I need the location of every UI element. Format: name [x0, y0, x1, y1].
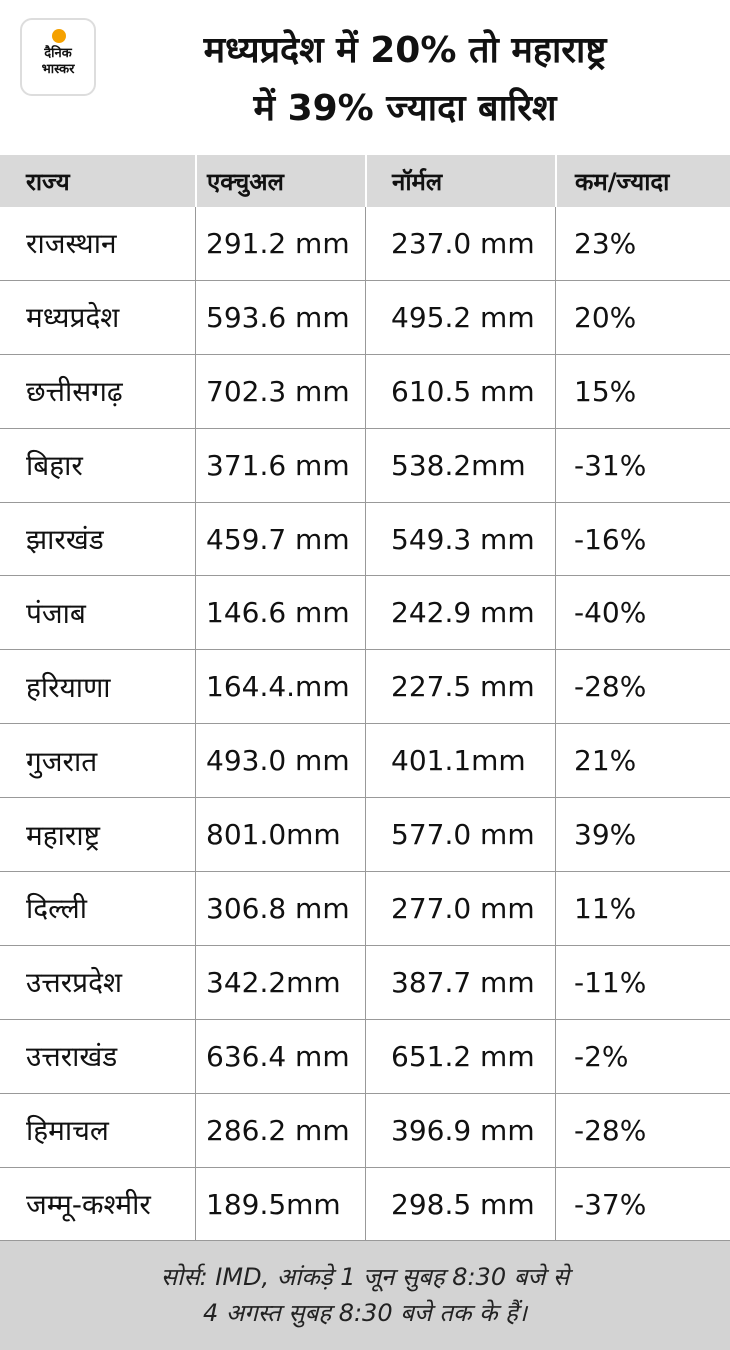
table-row: महाराष्ट्र 801.0mm 577.0 mm 39% [0, 798, 730, 873]
table: राज्य एक्चुअल नॉर्मल कम/ज्यादा राजस्थान 291.2… [0, 155, 730, 1242]
state-cell: उत्तरप्रदेश [26, 966, 122, 1000]
value-cell: 702.3 mm [195, 354, 365, 428]
value-cell: 298.5 mm [365, 1167, 555, 1241]
value-cell: -2% [555, 1019, 730, 1093]
header-cell: कम/ज्यादा [555, 155, 730, 207]
table-row: हरियाणा 164.4.mm 227.5 mm -28% [0, 650, 730, 725]
state-cell: महाराष्ट्र [26, 818, 100, 852]
value-cell: 577.0 mm [365, 798, 555, 872]
header-cell: एक्चुअल [195, 155, 365, 207]
value-cell: 538.2mm [365, 428, 555, 502]
value-cell: 242.9 mm [365, 576, 555, 650]
value-cell: 237.0 mm [365, 207, 555, 280]
state-cell: राजस्थान [26, 227, 117, 261]
value-cell: 306.8 mm [195, 872, 365, 945]
logo-dot [52, 29, 66, 43]
value-cell: 11% [555, 872, 730, 945]
table-row: पंजाब 146.6 mm 242.9 mm -40% [0, 576, 730, 651]
value-cell: -11% [555, 945, 730, 1019]
state-cell: पंजाब [26, 596, 86, 630]
value-cell: 23% [555, 207, 730, 280]
logo: दैनिक भास्कर [20, 18, 96, 96]
state-cell: बिहार [26, 449, 83, 483]
value-cell: -16% [555, 502, 730, 576]
value-cell: 189.5mm [195, 1167, 365, 1241]
value-cell: 15% [555, 354, 730, 428]
table-row: उत्तरप्रदेश 342.2mm 387.7 mm -11% [0, 945, 730, 1020]
header-cell: राज्य [26, 167, 70, 196]
value-cell: -28% [555, 1093, 730, 1167]
state-cell: उत्तराखंड [26, 1040, 118, 1074]
value-cell: 39% [555, 798, 730, 872]
logo-text: दैनिक [44, 46, 72, 61]
value-cell: 164.4.mm [195, 650, 365, 724]
state-cell: झारखंड [26, 523, 104, 556]
table-row: राजस्थान 291.2 mm 237.0 mm 23% [0, 207, 730, 281]
value-cell: 21% [555, 724, 730, 798]
state-cell: दिल्ली [26, 892, 87, 926]
source-line: सोर्स: IMD, आंकड़े 1 जून सुबह 8:30 बजे स… [160, 1263, 570, 1291]
value-cell: -31% [555, 428, 730, 502]
value-cell: 549.3 mm [365, 502, 555, 576]
state-cell: मध्यप्रदेश [26, 301, 120, 335]
header-row: राज्य एक्चुअल नॉर्मल कम/ज्यादा [0, 155, 730, 207]
value-cell: 593.6 mm [195, 280, 365, 354]
value-cell: 291.2 mm [195, 207, 365, 280]
value-cell: -37% [555, 1167, 730, 1241]
table-row: मध्यप्रदेश 593.6 mm 495.2 mm 20% [0, 280, 730, 355]
value-cell: 227.5 mm [365, 650, 555, 724]
logo-text: भास्कर [41, 62, 75, 77]
table-row: हिमाचल 286.2 mm 396.9 mm -28% [0, 1093, 730, 1168]
value-cell: 286.2 mm [195, 1093, 365, 1167]
header-cell: नॉर्मल [365, 155, 555, 207]
value-cell: 146.6 mm [195, 576, 365, 650]
table-row: झारखंड 459.7 mm 549.3 mm -16% [0, 502, 730, 577]
value-cell: 495.2 mm [365, 280, 555, 354]
table-row: गुजरात 493.0 mm 401.1mm 21% [0, 724, 730, 799]
value-cell: 387.7 mm [365, 945, 555, 1019]
table-row: जम्मू-कश्मीर 189.5mm 298.5 mm -37% [0, 1167, 730, 1242]
value-cell: 342.2mm [195, 945, 365, 1019]
value-cell: 396.9 mm [365, 1093, 555, 1167]
source-line: 4 अगस्त सुबह 8:30 बजे तक के हैं। [203, 1299, 527, 1327]
value-cell: 651.2 mm [365, 1019, 555, 1093]
state-cell: जम्मू-कश्मीर [26, 1188, 151, 1222]
source-note: सोर्स: IMD, आंकड़े 1 जून सुबह 8:30 बजे स… [0, 1241, 730, 1350]
table-row: छत्तीसगढ़ 702.3 mm 610.5 mm 15% [0, 354, 730, 429]
value-cell: 277.0 mm [365, 872, 555, 945]
value-cell: 20% [555, 280, 730, 354]
value-cell: 636.4 mm [195, 1019, 365, 1093]
value-cell: 610.5 mm [365, 354, 555, 428]
table-row: दिल्ली 306.8 mm 277.0 mm 11% [0, 872, 730, 946]
state-cell: गुजरात [26, 744, 98, 778]
state-cell: हिमाचल [26, 1114, 109, 1148]
table-row: उत्तराखंड 636.4 mm 651.2 mm -2% [0, 1019, 730, 1094]
state-cell: छत्तीसगढ़ [26, 375, 123, 409]
value-cell: -40% [555, 576, 730, 650]
value-cell: 801.0mm [195, 798, 365, 872]
value-cell: -28% [555, 650, 730, 724]
value-cell: 493.0 mm [195, 724, 365, 798]
title-line: में 39% ज्यादा बारिश [253, 88, 557, 129]
title: मध्यप्रदेश में 20% तो महाराष्ट्र में 39%… [110, 22, 700, 138]
title-line: मध्यप्रदेश में 20% तो महाराष्ट्र [203, 30, 607, 71]
value-cell: 401.1mm [365, 724, 555, 798]
table-row: बिहार 371.6 mm 538.2mm -31% [0, 428, 730, 503]
state-cell: हरियाणा [26, 670, 111, 704]
value-cell: 459.7 mm [195, 502, 365, 576]
value-cell: 371.6 mm [195, 428, 365, 502]
